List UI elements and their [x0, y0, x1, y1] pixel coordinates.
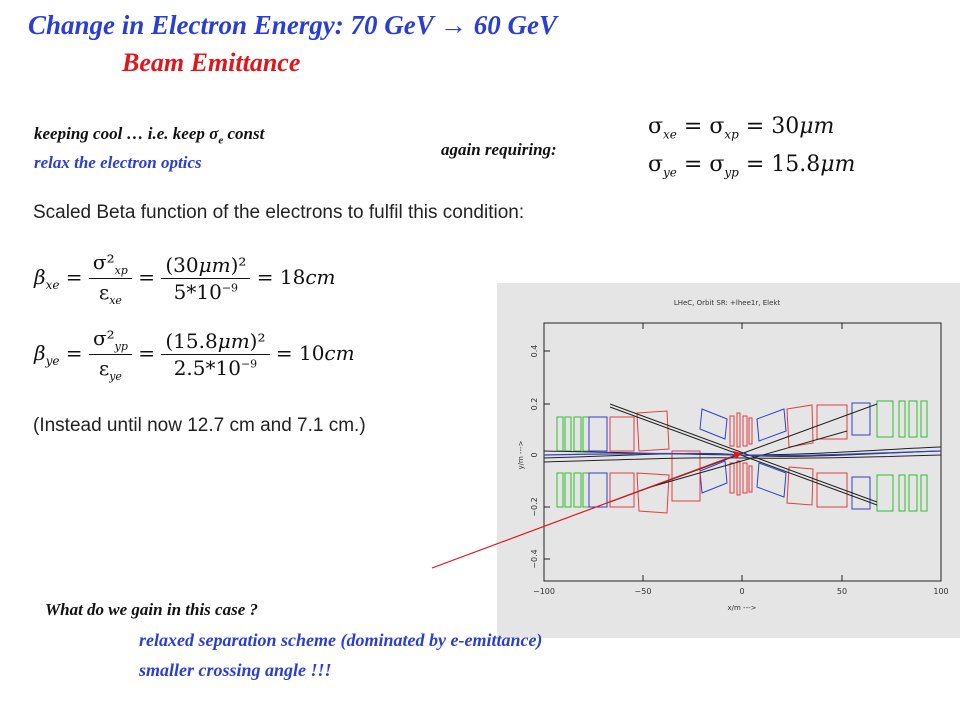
x-tick-label: 50 [837, 587, 847, 596]
orbit-plot: LHeC, Orbit SR: +lhee1r, Elekt −100 −50 … [497, 283, 960, 638]
relax-optics-text: relax the electron optics [34, 153, 202, 172]
x-tick-label: 0 [739, 587, 744, 596]
plot-title: LHeC, Orbit SR: +lhee1r, Elekt [674, 299, 781, 307]
instead-text: (Instead until now 12.7 cm and 7.1 cm.) [33, 415, 366, 436]
beta-x-equation: βxe = σ²xp εxe = (30μm)² 5*10−9 = 18cm [34, 250, 336, 307]
y-ticks [544, 350, 550, 560]
orbit-plot-svg: LHeC, Orbit SR: +lhee1r, Elekt −100 −50 … [517, 299, 949, 612]
sigma-x-equation: σxe = σxp = 30μm [648, 114, 835, 142]
beta-y-equation: βye = σ²yp εye = (15.8μm)² 2.5*10−9 = 10cm [34, 326, 355, 383]
sigma-y-equation: σye = σyp = 15.8μm [648, 152, 856, 180]
x-tick-label: −50 [635, 587, 652, 596]
page-title: Change in Electron Energy: 70 GeV → 60 G… [28, 10, 557, 41]
gain-point-2: smaller crossing angle !!! [139, 660, 332, 680]
x-tick-label: −100 [533, 587, 555, 596]
y-tick-label: 0 [530, 452, 539, 457]
x-tick-label: 100 [933, 587, 948, 596]
orbit-line [543, 450, 942, 457]
blue-magnets [588, 402, 871, 510]
x-axis-label: x/m ---> [728, 604, 757, 612]
keeping-cool-text: keeping cool … i.e. keep σe const [34, 124, 264, 146]
y-tick-label: −0.2 [530, 497, 539, 516]
arrow-icon: → [440, 10, 468, 40]
keeping-cool-end: const [223, 124, 265, 143]
y-tick-label: −0.4 [530, 549, 539, 568]
y-tick-label: 0.2 [530, 398, 539, 411]
x-ticks [543, 323, 942, 581]
y-tick-label: 0.4 [530, 345, 539, 358]
red-magnets [609, 404, 848, 514]
y-axis-label: y/m ---> [517, 440, 525, 469]
title-text-end: 60 GeV [467, 10, 558, 40]
gain-question: What do we gain in this case ? [45, 600, 259, 619]
page-subtitle: Beam Emittance [122, 48, 301, 77]
sigma-subscript: e [218, 134, 224, 147]
gain-point-1: relaxed separation scheme (dominated by … [139, 630, 543, 650]
again-requiring-text: again requiring: [441, 140, 557, 159]
title-text: Change in Electron Energy: 70 GeV [28, 10, 441, 40]
keeping-cool-main: keeping cool … i.e. keep σ [34, 124, 219, 143]
scaled-beta-text: Scaled Beta function of the electrons to… [33, 202, 525, 223]
